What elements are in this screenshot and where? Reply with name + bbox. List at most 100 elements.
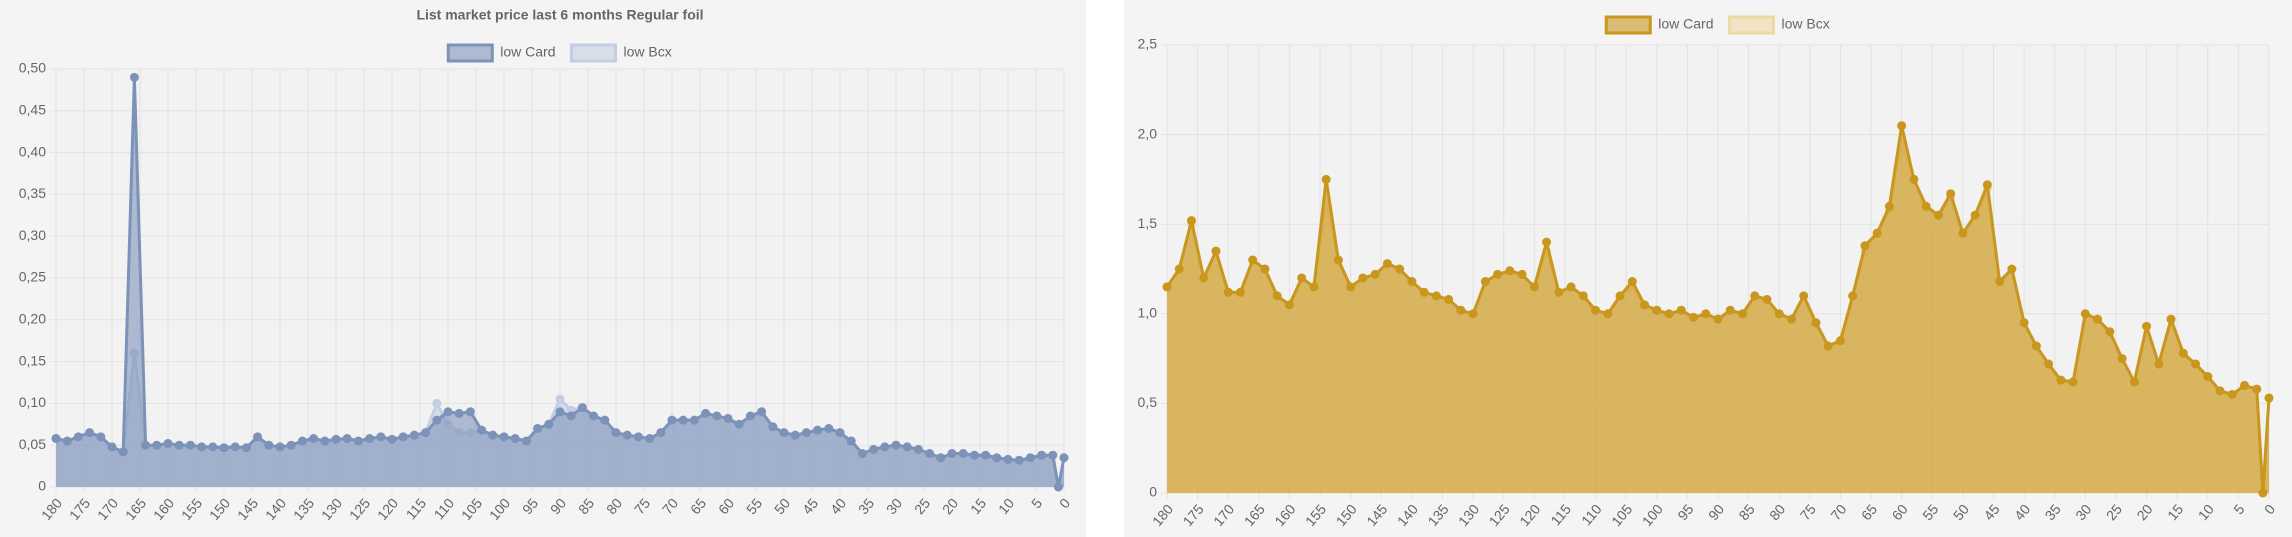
data-point <box>1554 287 1564 297</box>
data-point <box>1431 291 1441 301</box>
data-point <box>2068 377 2078 387</box>
data-point <box>1444 294 1454 304</box>
data-point <box>2142 321 2152 331</box>
y-tick-label: 0 <box>38 478 46 494</box>
legend-label: low Bcx <box>624 44 672 60</box>
data-point <box>286 440 296 450</box>
data-point <box>1762 294 1772 304</box>
data-point <box>969 450 979 460</box>
data-point <box>779 428 789 438</box>
y-tick-label: 0,25 <box>19 269 46 285</box>
data-point <box>353 436 363 446</box>
data-point <box>1603 309 1613 319</box>
data-point <box>2154 359 2164 369</box>
legend-item[interactable]: low Bcx <box>570 43 672 63</box>
data-point <box>2258 488 2268 498</box>
data-point <box>432 415 442 425</box>
y-tick-label: 0,50 <box>19 60 46 76</box>
data-point <box>185 440 195 450</box>
data-point <box>1014 455 1024 465</box>
data-point <box>521 436 531 446</box>
data-point <box>1689 312 1699 322</box>
data-point <box>2080 309 2090 319</box>
data-point <box>1897 121 1907 131</box>
data-point <box>1333 255 1343 265</box>
y-tick-label: 0,05 <box>19 436 46 452</box>
data-point <box>1003 454 1013 464</box>
data-point <box>1737 309 1747 319</box>
data-point <box>1725 305 1735 315</box>
data-point <box>555 394 565 404</box>
data-point <box>667 415 677 425</box>
series-area <box>1167 125 2269 493</box>
data-point <box>2056 375 2066 385</box>
data-point <box>421 428 431 438</box>
data-point <box>880 442 890 452</box>
data-point <box>297 436 307 446</box>
data-point <box>1627 277 1637 287</box>
y-tick-label: 0,10 <box>19 394 46 410</box>
data-point <box>1652 305 1662 315</box>
data-point <box>689 415 699 425</box>
data-point <box>488 430 498 440</box>
data-point <box>981 450 991 460</box>
data-point <box>992 453 1002 463</box>
data-point <box>1272 291 1282 301</box>
data-point <box>633 432 643 442</box>
data-point <box>622 430 632 440</box>
chart-title: List market price last 6 months Regular … <box>416 7 703 23</box>
data-point <box>1640 300 1650 310</box>
data-point <box>1358 273 1368 283</box>
data-point <box>1370 269 1380 279</box>
data-point <box>230 442 240 452</box>
data-point <box>398 432 408 442</box>
data-point <box>1059 453 1069 463</box>
data-point <box>1235 287 1245 297</box>
legend-swatch <box>1604 15 1652 35</box>
data-point <box>1933 210 1943 220</box>
data-point <box>2129 377 2139 387</box>
data-point <box>2105 327 2115 337</box>
data-point <box>454 408 464 418</box>
data-point <box>768 422 778 432</box>
data-point <box>2203 372 2213 382</box>
data-point <box>857 449 867 459</box>
data-point <box>1970 210 1980 220</box>
data-point <box>1664 309 1674 319</box>
data-point <box>723 413 733 423</box>
data-point <box>1493 269 1503 279</box>
data-point <box>1713 314 1723 324</box>
data-point <box>902 442 912 452</box>
y-tick-label: 0,20 <box>19 311 46 327</box>
data-point <box>1297 273 1307 283</box>
data-point <box>790 430 800 440</box>
y-tick-label: 0,30 <box>19 227 46 243</box>
data-point <box>1480 277 1490 287</box>
legend-item[interactable]: low Card <box>1604 15 1714 35</box>
data-point <box>443 407 453 417</box>
data-point <box>1701 309 1711 319</box>
data-point <box>2093 314 2103 324</box>
legend: low Card low Bcx <box>1604 15 1830 35</box>
data-point <box>1048 450 1058 460</box>
data-point <box>320 436 330 446</box>
data-point <box>936 453 946 463</box>
data-point <box>1946 189 1956 199</box>
data-point <box>174 440 184 450</box>
data-point <box>1174 264 1184 274</box>
data-point <box>2191 359 2201 369</box>
data-point <box>1223 287 1233 297</box>
data-point <box>1786 314 1796 324</box>
data-point <box>2031 341 2041 351</box>
data-point <box>1676 305 1686 315</box>
data-point <box>1995 277 2005 287</box>
data-point <box>600 415 610 425</box>
legend-item[interactable]: low Bcx <box>1728 15 1830 35</box>
y-tick-label: 2,0 <box>1138 125 1158 141</box>
data-point <box>1921 201 1931 211</box>
legend-item[interactable]: low Card <box>446 43 556 63</box>
data-point <box>1382 259 1392 269</box>
data-point <box>51 434 61 444</box>
y-tick-label: 0,45 <box>19 102 46 118</box>
